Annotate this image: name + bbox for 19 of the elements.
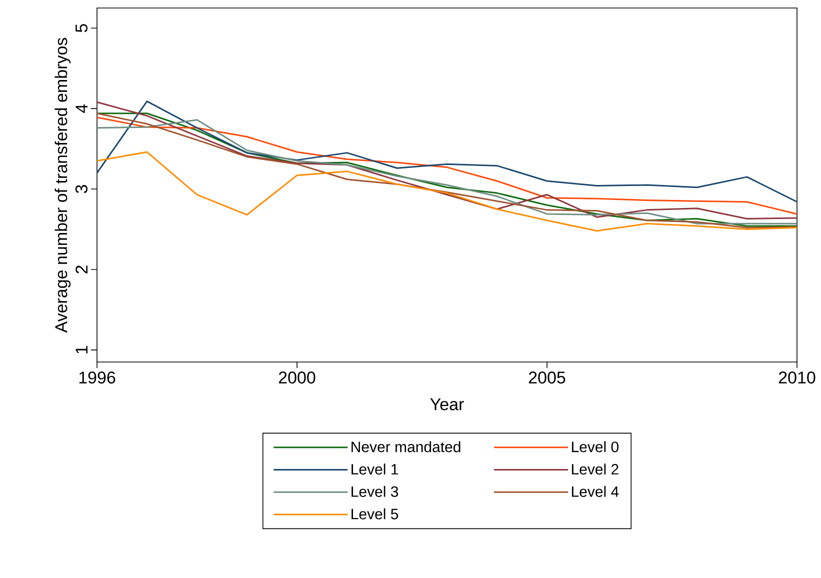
legend-label: Level 1 xyxy=(352,464,398,475)
x-tick-label: 2010 xyxy=(778,372,816,384)
legend-label: Level 4 xyxy=(572,486,619,497)
legend-label: Never mandated xyxy=(352,441,460,452)
y-tick-label: 2 xyxy=(76,266,88,274)
legend-label: Level 0 xyxy=(572,441,618,452)
x-axis-title: Year xyxy=(430,398,464,410)
y-tick-label: 5 xyxy=(76,24,88,32)
x-tick-label: 2005 xyxy=(528,372,566,384)
x-tick-label: 2000 xyxy=(278,372,316,384)
y-axis-title: Average number of transfered embryos xyxy=(54,38,71,333)
x-tick-label: 1996 xyxy=(79,372,116,384)
y-tick-label: 1 xyxy=(76,346,88,354)
line-series xyxy=(96,151,798,232)
legend-label: Level 3 xyxy=(352,486,398,497)
y-tick-label: 4 xyxy=(76,104,88,113)
legend-label: Level 5 xyxy=(352,508,398,520)
legend-label: Level 2 xyxy=(572,464,618,475)
y-tick-label: 3 xyxy=(75,185,88,194)
